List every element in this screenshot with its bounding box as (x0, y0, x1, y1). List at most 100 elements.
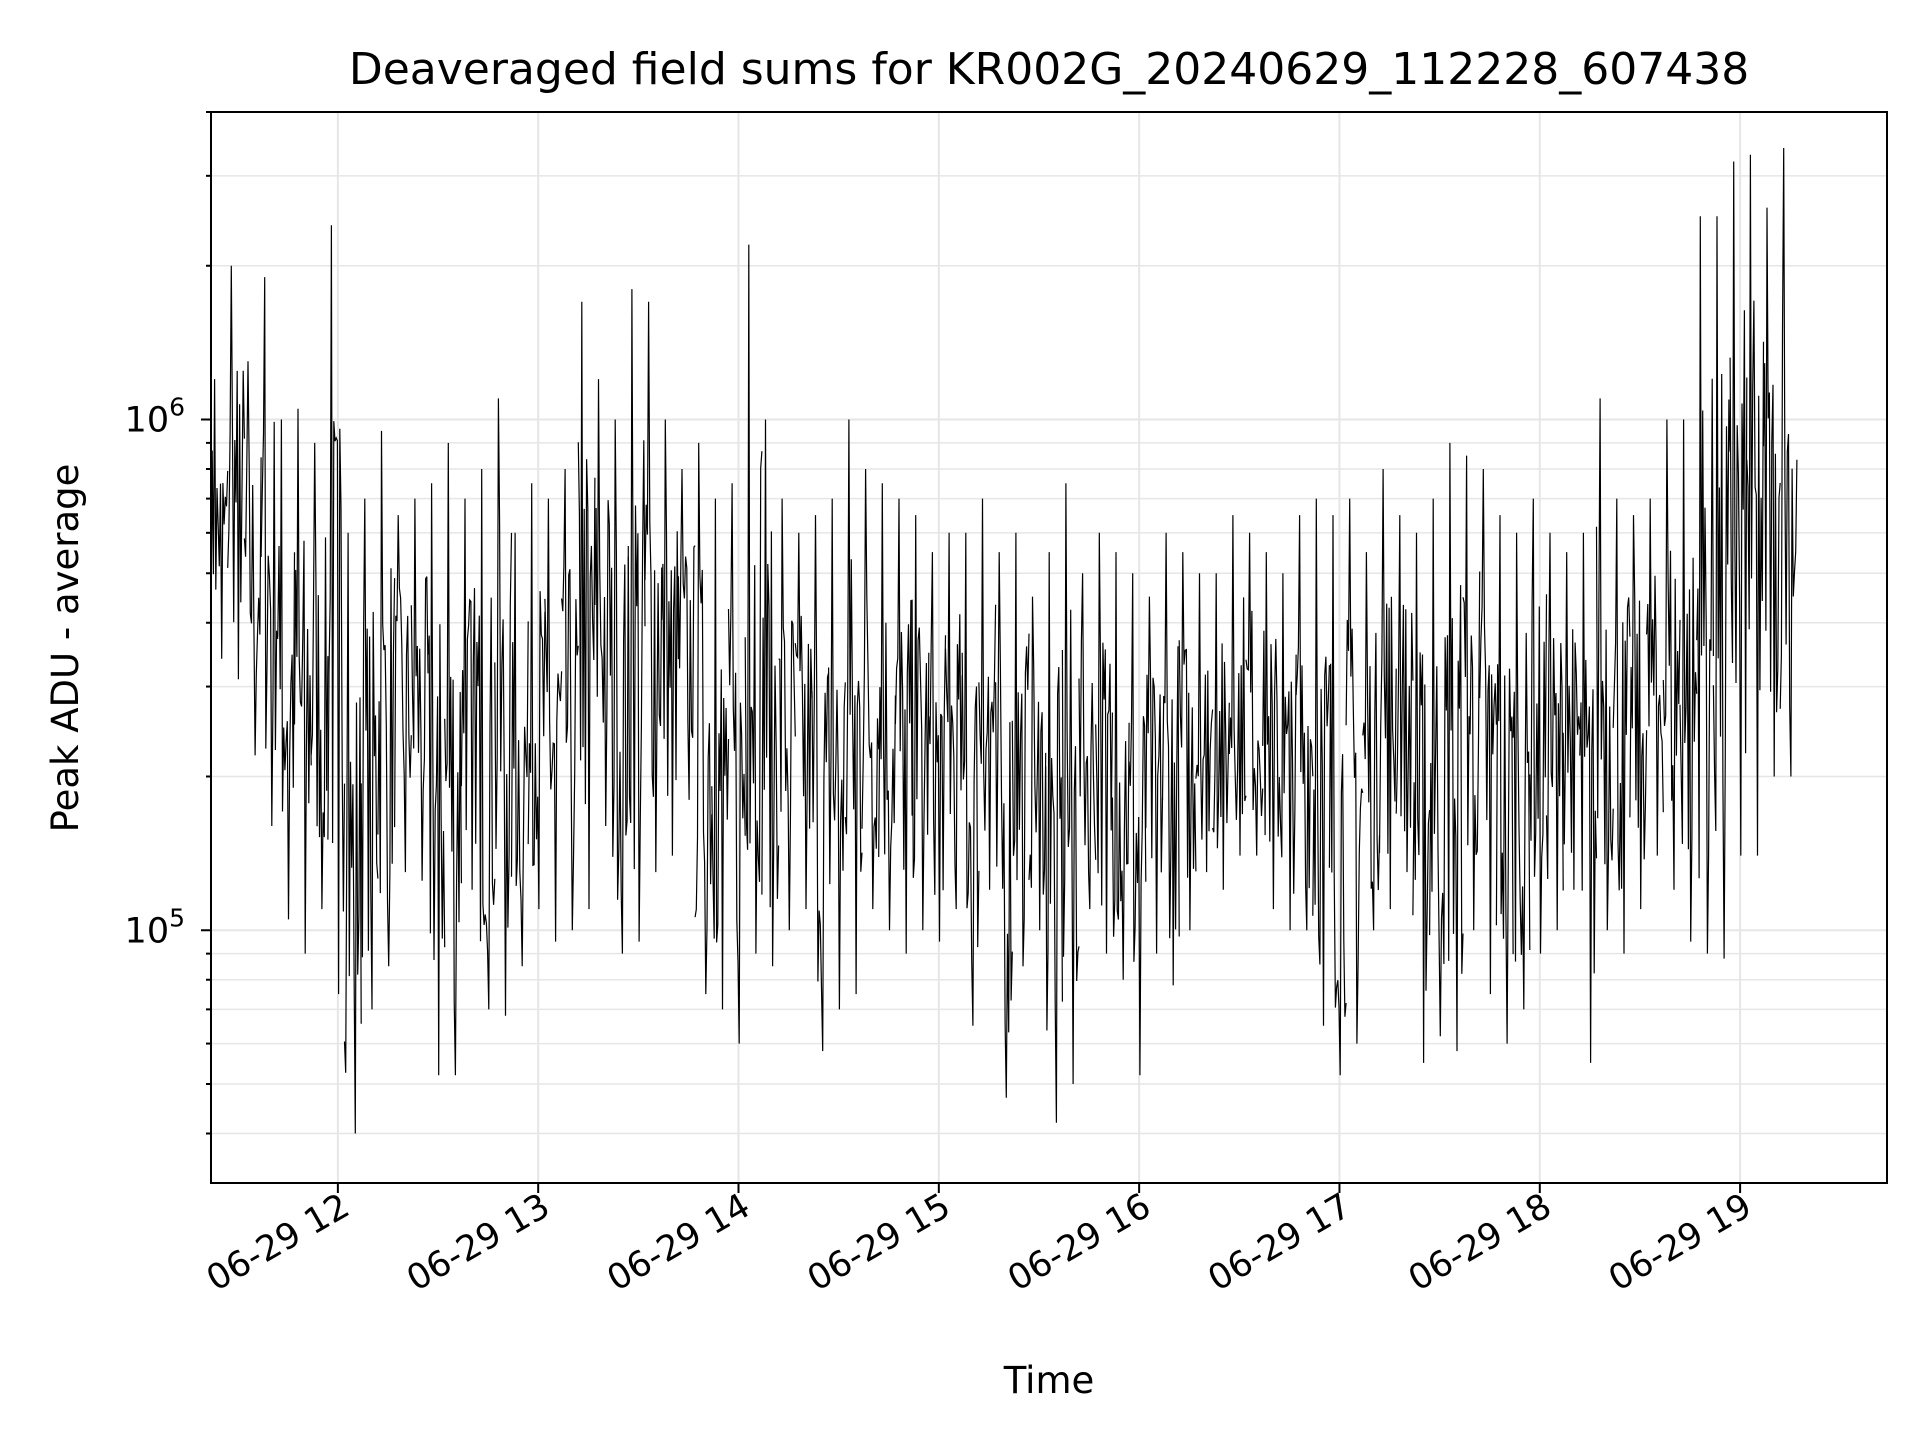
series-line-segment (1228, 515, 1247, 856)
series-line-segment (1646, 498, 1664, 856)
series-line-segment (1011, 532, 1030, 967)
series-line-segment (961, 532, 980, 1026)
series-line-segment (477, 468, 496, 1010)
series-line-segment (1612, 498, 1631, 954)
y-tick-label: 106 (125, 393, 185, 441)
y-tick-base: 10 (125, 401, 170, 441)
series-line-segment (577, 301, 596, 910)
series-line-segment (1529, 498, 1548, 954)
series-line-segment (1579, 532, 1598, 1063)
series-line-segment (527, 483, 546, 910)
series-line-segment (611, 419, 629, 954)
series-line-segment (661, 419, 679, 856)
series-line-segment (1712, 216, 1731, 959)
series-line-segment (1762, 207, 1781, 777)
data-series (211, 147, 1798, 1134)
series-line-segment (1245, 532, 1264, 856)
series-line-segment (327, 225, 346, 995)
series-line-segment (1362, 552, 1381, 931)
series-line-segment (894, 498, 913, 954)
series-line-segment (1312, 498, 1330, 1026)
series-line-segment (260, 277, 279, 827)
series-line-segment (310, 442, 329, 910)
series-line-segment (978, 498, 997, 890)
series-line-segment (844, 419, 863, 995)
series-line-segment (778, 498, 796, 931)
series-line-segment (377, 430, 396, 967)
series-line-segment (1545, 532, 1564, 931)
series-line-segment (360, 498, 379, 1010)
y-tick-exponent: 6 (169, 393, 185, 422)
series-line-segment (1028, 596, 1047, 931)
series-line-segment (1128, 573, 1147, 1076)
series-line-segment (1696, 216, 1714, 954)
series-line-segment (1662, 419, 1681, 890)
series-line-segment (427, 483, 446, 1076)
y-tick-exponent: 5 (169, 903, 185, 932)
chart-title: Deaveraged field sums for KR002G_2024062… (349, 44, 1749, 95)
series-line-segment (727, 483, 746, 1044)
series-line-segment (1345, 498, 1364, 1044)
series-line-segment (510, 532, 529, 967)
series-line-segment (293, 408, 312, 954)
series-line-segment (1479, 468, 1497, 995)
series-line-segment (211, 379, 229, 659)
series-line-segment (1462, 455, 1481, 931)
series-line-segment (1111, 552, 1130, 980)
series-line-segment (1495, 515, 1514, 1044)
grid-lines (211, 111, 1887, 1183)
series-line-segment (1412, 532, 1431, 1063)
series-line-segment (711, 498, 730, 1010)
series-line-segment (1729, 161, 1748, 856)
series-line-segment (1328, 515, 1347, 1076)
series-line-segment (1145, 596, 1164, 954)
series-line-segment (878, 483, 896, 931)
series-line-segment (744, 244, 763, 954)
series-line-segment (1395, 515, 1414, 873)
series-line-segment (1629, 515, 1648, 910)
series-line-segment (277, 419, 296, 920)
series-line-segment (544, 498, 563, 942)
series-line-segment (944, 532, 963, 910)
series-line-segment (995, 552, 1013, 1098)
series-line-segment (1779, 147, 1798, 777)
series-line-segment (1378, 468, 1397, 910)
series-line-segment (861, 468, 880, 910)
series-line-segment (494, 398, 513, 1016)
series-line-segment (243, 361, 262, 756)
series-line-segment (1178, 552, 1197, 931)
series-line-segment (561, 468, 579, 931)
series-line-segment (410, 498, 429, 881)
series-line-segment (460, 498, 479, 890)
x-axis-label: Time (1003, 1359, 1095, 1402)
series-line-segment (1262, 552, 1280, 910)
series-line-segment (794, 532, 813, 910)
series-line-segment (627, 289, 646, 942)
y-tick-label: 105 (125, 903, 185, 951)
series-line-segment (828, 498, 846, 1010)
series-line-segment (677, 468, 696, 800)
series-line-segment (1095, 532, 1113, 954)
series-line-segment (594, 379, 613, 827)
series-line-segment (444, 442, 462, 1076)
series-line-segment (1445, 442, 1464, 1052)
series-line-segment (1278, 573, 1297, 931)
series-line-segment (911, 515, 930, 931)
series-line-segment (761, 419, 780, 967)
series-line-segment (394, 515, 412, 873)
series-line-segment (1161, 532, 1180, 986)
y-tick-base: 10 (125, 911, 170, 951)
series-line-segment (644, 301, 663, 873)
y-axis-label: Peak ADU - average (44, 464, 87, 833)
series-line-segment (1212, 573, 1230, 890)
series-line-segment (1078, 573, 1097, 910)
series-line-segment (227, 265, 245, 680)
series-line-segment (1512, 532, 1531, 1010)
series-line-segment (1429, 498, 1447, 1037)
series-line-segment (811, 515, 830, 1052)
series-line-segment (1061, 483, 1080, 1085)
series-line-segment (1295, 515, 1314, 931)
series-line-segment (928, 552, 947, 942)
series-line-segment (1679, 419, 1698, 942)
